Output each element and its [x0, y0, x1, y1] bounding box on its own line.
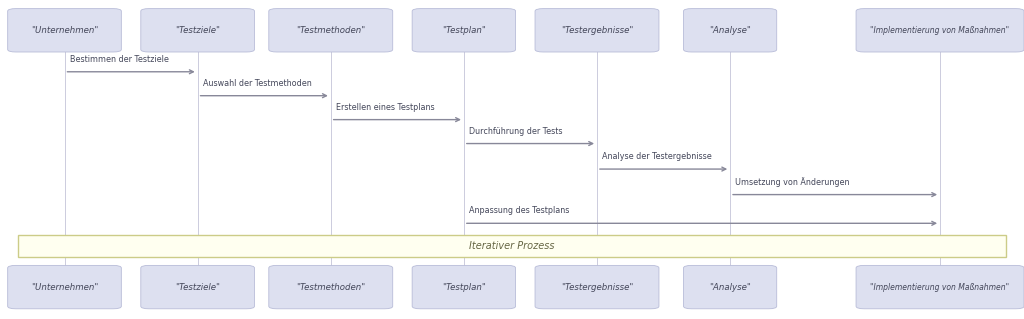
FancyBboxPatch shape: [141, 265, 254, 309]
Text: "Testplan": "Testplan": [442, 283, 485, 292]
Text: Auswahl der Testmethoden: Auswahl der Testmethoden: [203, 79, 311, 88]
Text: Umsetzung von Änderungen: Umsetzung von Änderungen: [735, 177, 850, 187]
Text: "Unternehmen": "Unternehmen": [31, 26, 98, 35]
Text: Erstellen eines Testplans: Erstellen eines Testplans: [336, 103, 434, 112]
Text: Iterativer Prozess: Iterativer Prozess: [469, 241, 555, 251]
Text: "Testmethoden": "Testmethoden": [296, 26, 366, 35]
FancyBboxPatch shape: [856, 265, 1024, 309]
FancyBboxPatch shape: [684, 9, 776, 52]
FancyBboxPatch shape: [8, 265, 121, 309]
Text: Bestimmen der Testziele: Bestimmen der Testziele: [70, 55, 169, 64]
Text: "Unternehmen": "Unternehmen": [31, 283, 98, 292]
Text: "Testergebnisse": "Testergebnisse": [561, 26, 633, 35]
Text: Anpassung des Testplans: Anpassung des Testplans: [469, 206, 569, 215]
Text: Durchführung der Tests: Durchführung der Tests: [469, 127, 562, 136]
Text: "Implementierung von Maßnahmen": "Implementierung von Maßnahmen": [870, 26, 1010, 35]
FancyBboxPatch shape: [412, 265, 516, 309]
Text: "Analyse": "Analyse": [710, 283, 751, 292]
FancyBboxPatch shape: [684, 265, 776, 309]
FancyBboxPatch shape: [18, 235, 1006, 257]
FancyBboxPatch shape: [412, 9, 516, 52]
Text: "Testziele": "Testziele": [175, 26, 220, 35]
FancyBboxPatch shape: [268, 265, 393, 309]
FancyBboxPatch shape: [535, 265, 659, 309]
FancyBboxPatch shape: [8, 9, 121, 52]
Text: "Testplan": "Testplan": [442, 26, 485, 35]
Text: "Testziele": "Testziele": [175, 283, 220, 292]
FancyBboxPatch shape: [141, 9, 254, 52]
FancyBboxPatch shape: [268, 9, 393, 52]
FancyBboxPatch shape: [535, 9, 659, 52]
Text: Analyse der Testergebnisse: Analyse der Testergebnisse: [602, 152, 712, 161]
Text: "Analyse": "Analyse": [710, 26, 751, 35]
Text: "Testergebnisse": "Testergebnisse": [561, 283, 633, 292]
FancyBboxPatch shape: [856, 9, 1024, 52]
Text: "Testmethoden": "Testmethoden": [296, 283, 366, 292]
Text: "Implementierung von Maßnahmen": "Implementierung von Maßnahmen": [870, 283, 1010, 292]
